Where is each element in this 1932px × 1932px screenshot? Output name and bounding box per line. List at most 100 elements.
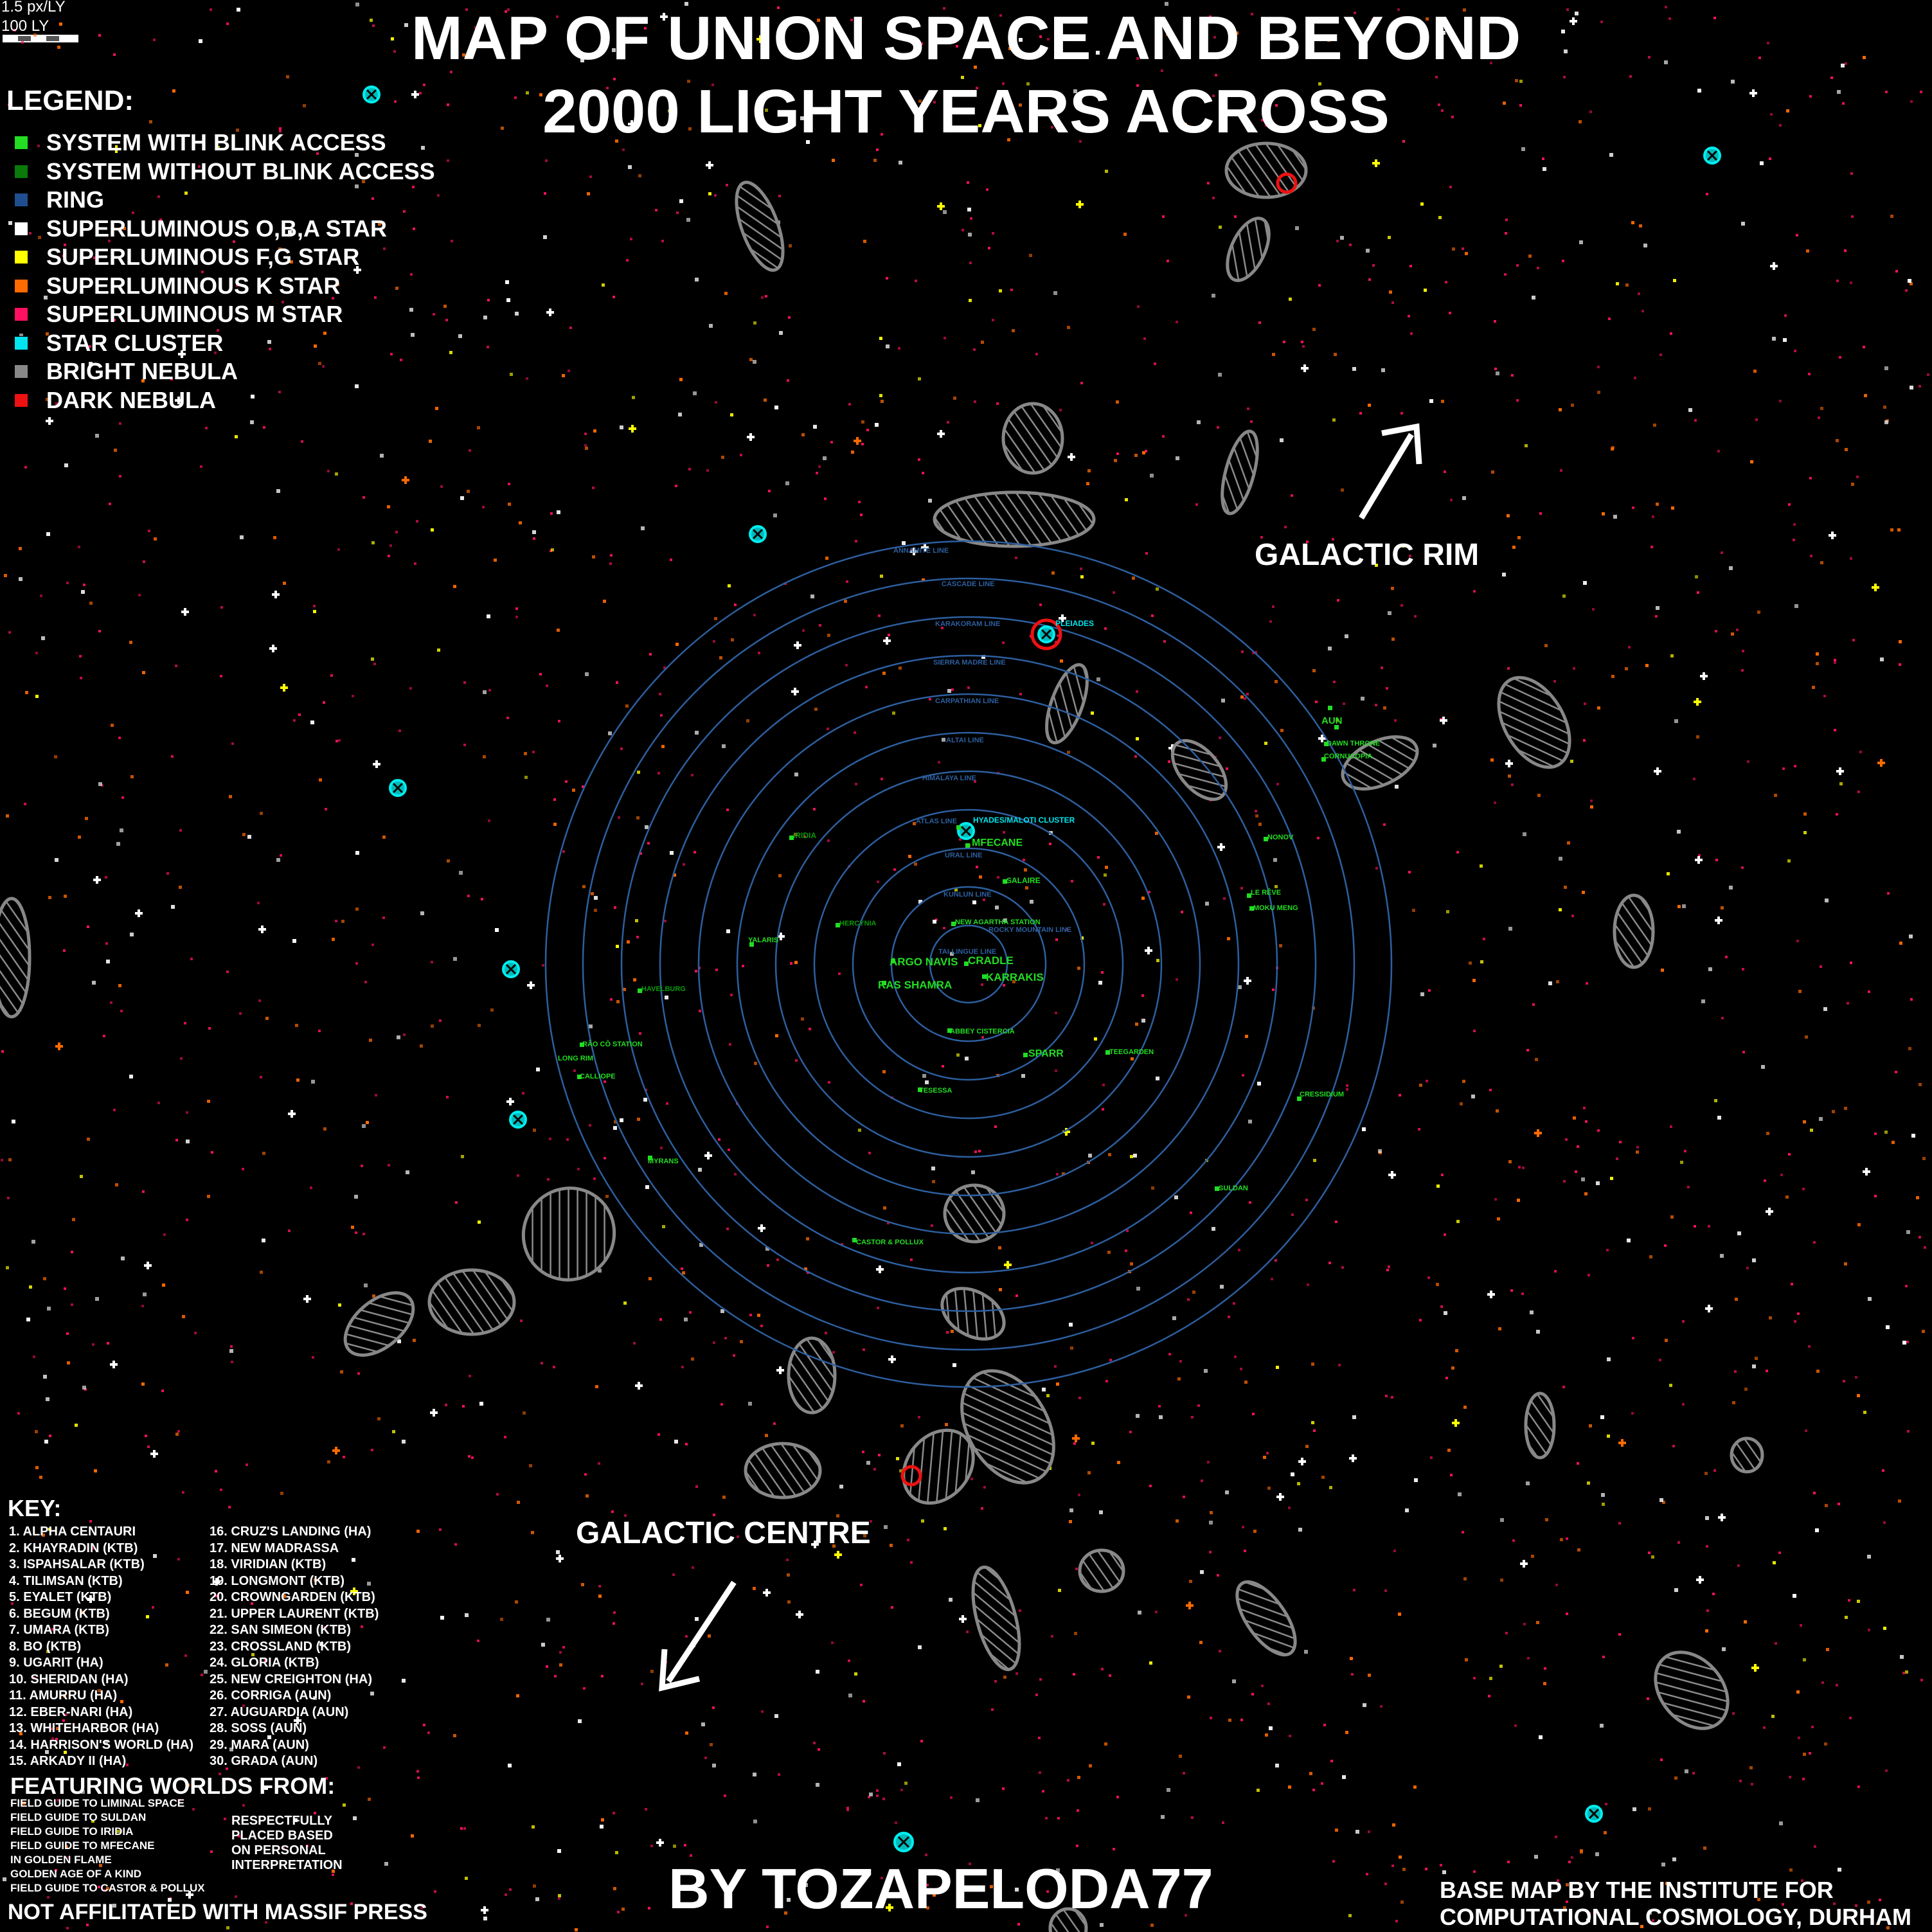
system-marker [577, 1075, 582, 1079]
background-star [264, 1659, 267, 1662]
background-star [641, 1683, 643, 1685]
star-cluster [502, 960, 520, 978]
background-star [1141, 897, 1145, 900]
background-star [1536, 1330, 1540, 1334]
bright-star [660, 13, 668, 21]
background-star [163, 1233, 166, 1236]
bright-star [1505, 760, 1513, 767]
background-star [1855, 1904, 1857, 1907]
background-star [98, 630, 101, 632]
background-star [832, 159, 835, 162]
background-star [718, 1138, 720, 1141]
legend-item: SUPERLUMINOUS F,G STAR [14, 243, 359, 271]
background-star [1694, 419, 1697, 422]
bright-star [1072, 1435, 1080, 1442]
bright-star [481, 1906, 488, 1914]
background-star [1897, 528, 1901, 532]
background-star [722, 1496, 726, 1499]
background-star [851, 451, 854, 454]
background-star [1488, 1695, 1490, 1697]
background-star [966, 1631, 969, 1633]
background-star [1843, 1380, 1845, 1382]
background-star [1098, 981, 1102, 985]
base-map-credit-line2: COMPUTATIONAL COSMOLOGY, DURHAM [1440, 1904, 1911, 1930]
background-star [523, 1411, 526, 1415]
background-star [382, 836, 386, 839]
background-star [972, 126, 976, 130]
legend-swatch [14, 335, 28, 350]
background-star [860, 514, 863, 516]
background-star [925, 1854, 927, 1856]
background-star [237, 8, 240, 12]
background-star [1895, 1071, 1897, 1073]
background-star [129, 641, 132, 644]
background-star [42, 1534, 45, 1537]
background-star [1117, 1461, 1120, 1464]
background-star [301, 440, 303, 443]
background-star [1149, 1485, 1152, 1487]
background-star [279, 130, 282, 132]
background-star [592, 17, 595, 20]
background-star [207, 1195, 210, 1198]
background-star [1273, 858, 1277, 862]
background-star [726, 929, 730, 933]
background-star [465, 1613, 469, 1617]
bright-star [213, 1578, 220, 1586]
background-star [1346, 1084, 1348, 1087]
background-star [154, 537, 157, 541]
background-star [416, 1530, 420, 1533]
background-star [734, 1173, 737, 1176]
background-star [967, 208, 971, 211]
background-star [598, 1462, 600, 1465]
legend-label: SUPERLUMINOUS O,B,A STAR [46, 215, 388, 242]
background-star [706, 469, 709, 472]
background-star [1810, 555, 1812, 557]
background-star [550, 512, 553, 515]
background-star [695, 970, 697, 972]
background-star [1455, 1349, 1458, 1352]
background-star [1794, 1320, 1796, 1323]
background-star [565, 780, 568, 783]
background-star [1645, 664, 1649, 667]
background-star [1311, 1363, 1314, 1366]
key-item: 9. UGARIT (HA) [9, 1656, 103, 1670]
background-star [1583, 581, 1587, 585]
background-star [1629, 75, 1632, 78]
background-star [765, 1247, 769, 1251]
label-karrakis: KARRAKIS [986, 971, 1044, 983]
background-star [1757, 1898, 1760, 1901]
background-star [1489, 1089, 1492, 1091]
dark-nebulae [900, 172, 1298, 1487]
key-item: 23. CROSSLAND (KTB) [210, 1639, 352, 1654]
background-star [881, 400, 884, 403]
background-star [1857, 1394, 1860, 1397]
background-star [1159, 1415, 1163, 1419]
background-star [601, 1818, 604, 1821]
background-star [900, 1424, 904, 1427]
background-star [1491, 470, 1494, 474]
background-star [1233, 1302, 1235, 1305]
background-star [1649, 1255, 1652, 1258]
background-star [1868, 1629, 1870, 1631]
background-star [858, 501, 861, 503]
background-star [35, 1430, 38, 1433]
background-star [1563, 76, 1566, 78]
background-star [1632, 1337, 1634, 1339]
background-star [421, 146, 425, 150]
background-star [1619, 1141, 1622, 1143]
background-star [766, 1926, 769, 1928]
background-star [1226, 767, 1228, 770]
background-star [311, 1080, 315, 1084]
background-star [1673, 279, 1676, 282]
background-star [335, 740, 338, 742]
bright-star [46, 417, 53, 425]
background-star [1519, 104, 1522, 107]
key-item: 22. SAN SIMEON (KTB) [210, 1623, 352, 1637]
bright-nebula [787, 1336, 837, 1415]
background-star [865, 686, 868, 688]
background-star [1132, 577, 1135, 580]
background-star [914, 863, 917, 866]
background-star [994, 1869, 997, 1872]
background-star [947, 689, 951, 693]
scale-distance: 100 LY [1, 17, 49, 35]
